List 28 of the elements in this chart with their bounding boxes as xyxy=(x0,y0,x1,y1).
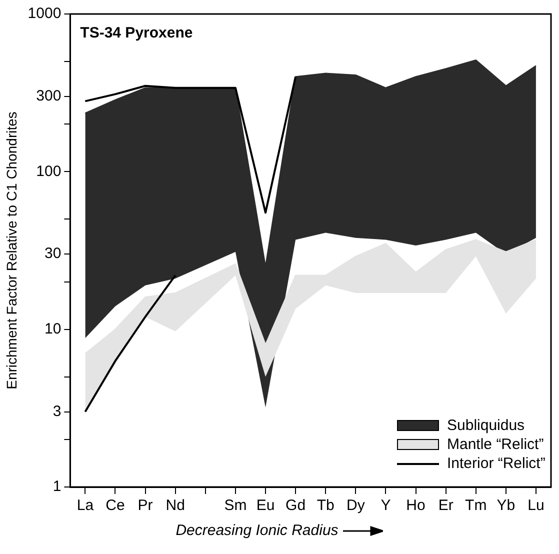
y-tick-label: 30 xyxy=(44,245,62,262)
legend-label: Interior “Relict” xyxy=(447,454,546,473)
x-tick-label: Nd xyxy=(166,497,185,514)
x-axis-title: Decreasing Ionic Radius xyxy=(176,522,338,539)
x-tick-label: Sm xyxy=(224,497,247,514)
x-tick-label: Dy xyxy=(346,497,366,514)
y-tick-label: 1000 xyxy=(28,5,62,22)
x-tick-label: Tb xyxy=(316,497,334,514)
x-tick-label: Y xyxy=(380,497,391,514)
x-tick-label: Lu xyxy=(528,497,544,514)
y-tick-label: 3 xyxy=(52,402,62,420)
x-tick-label: Er xyxy=(438,497,454,514)
x-tick-label: Gd xyxy=(286,497,306,514)
x-tick-label: Ho xyxy=(406,497,426,514)
y-tick-label: 10 xyxy=(44,320,62,338)
x-tick-label: Eu xyxy=(256,497,275,514)
text: TS-34 Pyroxene xyxy=(80,24,193,42)
y-tick-label: 100 xyxy=(36,162,62,180)
legend-label: Subliquidus xyxy=(447,416,525,435)
x-tick-label: Yb xyxy=(496,497,516,514)
x-tick-label: Pr xyxy=(138,497,153,514)
x-tick-label: Tm xyxy=(465,497,487,514)
x-tick-label: La xyxy=(76,497,94,514)
y-tick-label: 1 xyxy=(52,478,62,496)
y-tick-label: 300 xyxy=(36,88,62,105)
y-axis-title: Enrichment Factor Relative to C1 Chondrites xyxy=(3,112,20,390)
x-tick-label: Ce xyxy=(106,497,125,514)
legend-label: Mantle “Relict” xyxy=(447,435,544,454)
